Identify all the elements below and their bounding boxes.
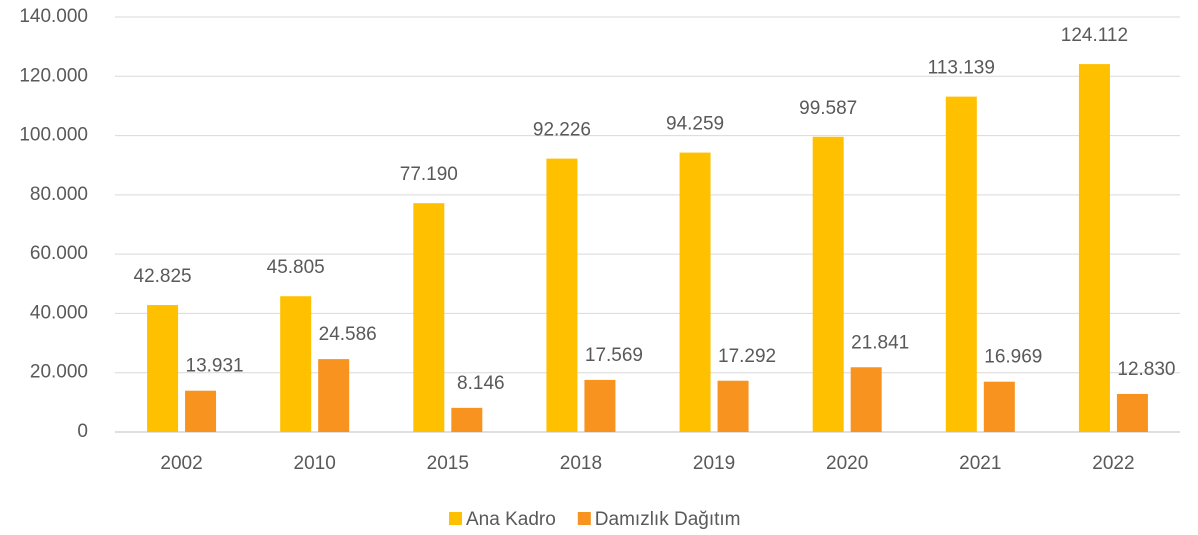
y-tick-label: 60.000 <box>30 243 88 264</box>
data-label: 42.825 <box>134 266 192 287</box>
data-label: 13.931 <box>186 356 244 377</box>
bar <box>945 96 977 432</box>
x-tick-label: 2021 <box>959 453 1001 474</box>
data-label: 124.112 <box>1061 25 1128 46</box>
data-label: 94.259 <box>666 114 724 135</box>
y-tick-label: 100.000 <box>19 125 88 146</box>
x-tick-label: 2019 <box>693 453 735 474</box>
legend-label: Damızlık Dağıtım <box>595 509 741 530</box>
y-tick-label: 0 <box>77 421 88 442</box>
data-label: 99.587 <box>799 98 857 119</box>
x-tick-label: 2015 <box>427 453 469 474</box>
y-tick-label: 120.000 <box>19 65 88 86</box>
y-tick-label: 40.000 <box>30 302 88 323</box>
x-tick-label: 2002 <box>160 453 202 474</box>
bar <box>147 305 179 432</box>
legend-label: Ana Kadro <box>466 509 556 530</box>
bar <box>1078 64 1110 433</box>
bar <box>280 296 312 432</box>
bar <box>850 367 882 432</box>
y-tick-label: 80.000 <box>30 184 88 205</box>
bar <box>679 152 711 432</box>
data-label: 8.146 <box>457 373 505 394</box>
x-tick-label: 2022 <box>1092 453 1134 474</box>
x-tick-label: 2020 <box>826 453 868 474</box>
y-tick-label: 20.000 <box>30 362 88 383</box>
bar <box>451 407 483 432</box>
data-label: 92.226 <box>533 120 591 141</box>
legend-swatch <box>577 512 591 525</box>
data-label: 77.190 <box>400 164 458 185</box>
data-label: 17.292 <box>718 346 776 367</box>
bar <box>413 203 445 432</box>
x-tick-label: 2018 <box>560 453 602 474</box>
bar <box>584 379 616 432</box>
data-label: 17.569 <box>585 345 643 366</box>
bar <box>983 381 1015 432</box>
legend-swatch <box>449 512 462 525</box>
bar <box>546 158 578 432</box>
bar <box>185 390 217 432</box>
data-label: 113.139 <box>928 58 995 79</box>
bar <box>318 359 350 432</box>
bar <box>812 136 844 432</box>
data-label: 24.586 <box>319 324 377 345</box>
data-label: 21.841 <box>851 332 909 353</box>
bar <box>717 380 749 432</box>
data-label: 16.969 <box>984 347 1042 368</box>
data-label: 45.805 <box>267 257 325 278</box>
data-label: 12.830 <box>1117 359 1175 380</box>
y-tick-label: 140.000 <box>19 6 88 27</box>
x-tick-label: 2010 <box>294 453 336 474</box>
bar <box>1116 393 1148 432</box>
